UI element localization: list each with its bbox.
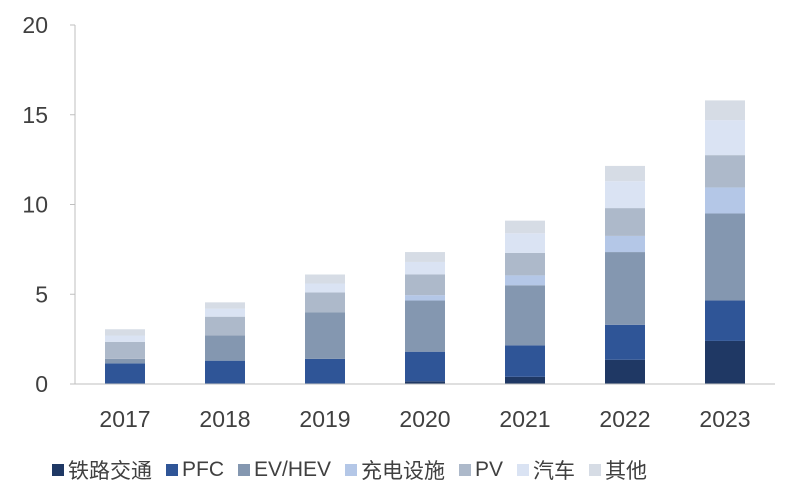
y-tick-label: 5 bbox=[35, 281, 48, 307]
bar-segment bbox=[405, 295, 445, 301]
y-tick-label: 0 bbox=[35, 371, 48, 397]
bar-segment bbox=[705, 100, 745, 121]
x-tick-label: 2019 bbox=[299, 406, 350, 432]
legend-swatch bbox=[589, 464, 602, 476]
legend-item: PFC bbox=[166, 455, 224, 485]
stacked-bar-chart: 0 5 10 15 20 2017 2018 2019 2020 2021 2022 2023 bbox=[22, 12, 775, 432]
bar-segment bbox=[405, 261, 445, 275]
legend-label: EV/HEV bbox=[254, 458, 332, 481]
legend-item: 汽车 bbox=[517, 455, 575, 485]
legend-item: PV bbox=[459, 455, 503, 485]
legend-swatch bbox=[345, 464, 358, 476]
bar-segment bbox=[305, 292, 345, 313]
bar-segment bbox=[205, 302, 245, 309]
bar-segment bbox=[405, 351, 445, 382]
bar-segment bbox=[305, 312, 345, 359]
bar-segment bbox=[105, 341, 145, 359]
bar-segment bbox=[605, 359, 645, 384]
y-axis: 0 5 10 15 20 bbox=[22, 12, 76, 397]
bar-segment bbox=[505, 345, 545, 377]
bar-segment bbox=[505, 220, 545, 234]
bar-segment bbox=[705, 340, 745, 384]
bar-segment bbox=[605, 235, 645, 253]
bar-segment bbox=[205, 360, 245, 384]
y-tick-label: 10 bbox=[22, 192, 48, 218]
x-axis: 2017 2018 2019 2020 2021 2022 2023 bbox=[75, 383, 775, 432]
legend-swatch bbox=[238, 464, 250, 476]
y-tick-label: 15 bbox=[22, 102, 48, 128]
bar-segment bbox=[505, 285, 545, 346]
bar-segment bbox=[105, 363, 145, 384]
legend-swatch bbox=[166, 464, 178, 476]
bar-segment bbox=[305, 274, 345, 284]
legend-swatch bbox=[459, 464, 472, 476]
legend-label: 其他 bbox=[605, 460, 648, 483]
bar-segment bbox=[205, 335, 245, 361]
x-tick-label: 2023 bbox=[699, 406, 750, 432]
bar-segment bbox=[405, 300, 445, 352]
bar-segment bbox=[105, 329, 145, 336]
bar-segment bbox=[605, 181, 645, 209]
x-tick-label: 2020 bbox=[399, 406, 450, 432]
bar-segment bbox=[605, 165, 645, 182]
legend: 铁路交通 PFC EV/HEV 充电设施 PV 汽车 其他 bbox=[52, 455, 647, 485]
legend-swatch bbox=[517, 464, 530, 476]
bar-segment bbox=[705, 300, 745, 341]
bar-segment bbox=[605, 208, 645, 236]
x-tick-label: 2022 bbox=[599, 406, 650, 432]
bars bbox=[105, 100, 745, 384]
legend-label: 汽车 bbox=[533, 460, 576, 483]
legend-label: PFC bbox=[182, 458, 224, 481]
legend-swatch bbox=[52, 464, 64, 476]
bar-segment bbox=[305, 283, 345, 293]
x-tick-label: 2017 bbox=[99, 406, 150, 432]
bar-segment bbox=[205, 308, 245, 317]
y-tick-label: 20 bbox=[22, 12, 48, 38]
legend-item: 其他 bbox=[589, 455, 647, 485]
bar-segment bbox=[705, 120, 745, 156]
legend-label: 铁路交通 bbox=[68, 460, 152, 483]
bar-segment bbox=[505, 233, 545, 253]
bar-segment bbox=[605, 324, 645, 360]
bar-segment bbox=[105, 358, 145, 364]
bar-segment bbox=[705, 187, 745, 214]
bar-segment bbox=[405, 252, 445, 262]
bar-segment bbox=[405, 381, 445, 384]
bar-segment bbox=[205, 316, 245, 336]
legend-item: EV/HEV bbox=[238, 455, 331, 485]
x-tick-label: 2018 bbox=[199, 406, 250, 432]
bar-segment bbox=[505, 252, 545, 276]
legend-item: 铁路交通 bbox=[52, 455, 152, 485]
legend-label: 充电设施 bbox=[361, 460, 446, 483]
bar-segment bbox=[505, 376, 545, 384]
bar-segment bbox=[305, 358, 345, 384]
legend-label: PV bbox=[475, 458, 504, 481]
bar-segment bbox=[105, 335, 145, 342]
bar-segment bbox=[405, 274, 445, 296]
bar-segment bbox=[705, 155, 745, 188]
bar-segment bbox=[605, 252, 645, 325]
x-tick-label: 2021 bbox=[499, 406, 550, 432]
bar-segment bbox=[505, 275, 545, 286]
legend-item: 充电设施 bbox=[345, 455, 445, 485]
bar-segment bbox=[705, 213, 745, 301]
